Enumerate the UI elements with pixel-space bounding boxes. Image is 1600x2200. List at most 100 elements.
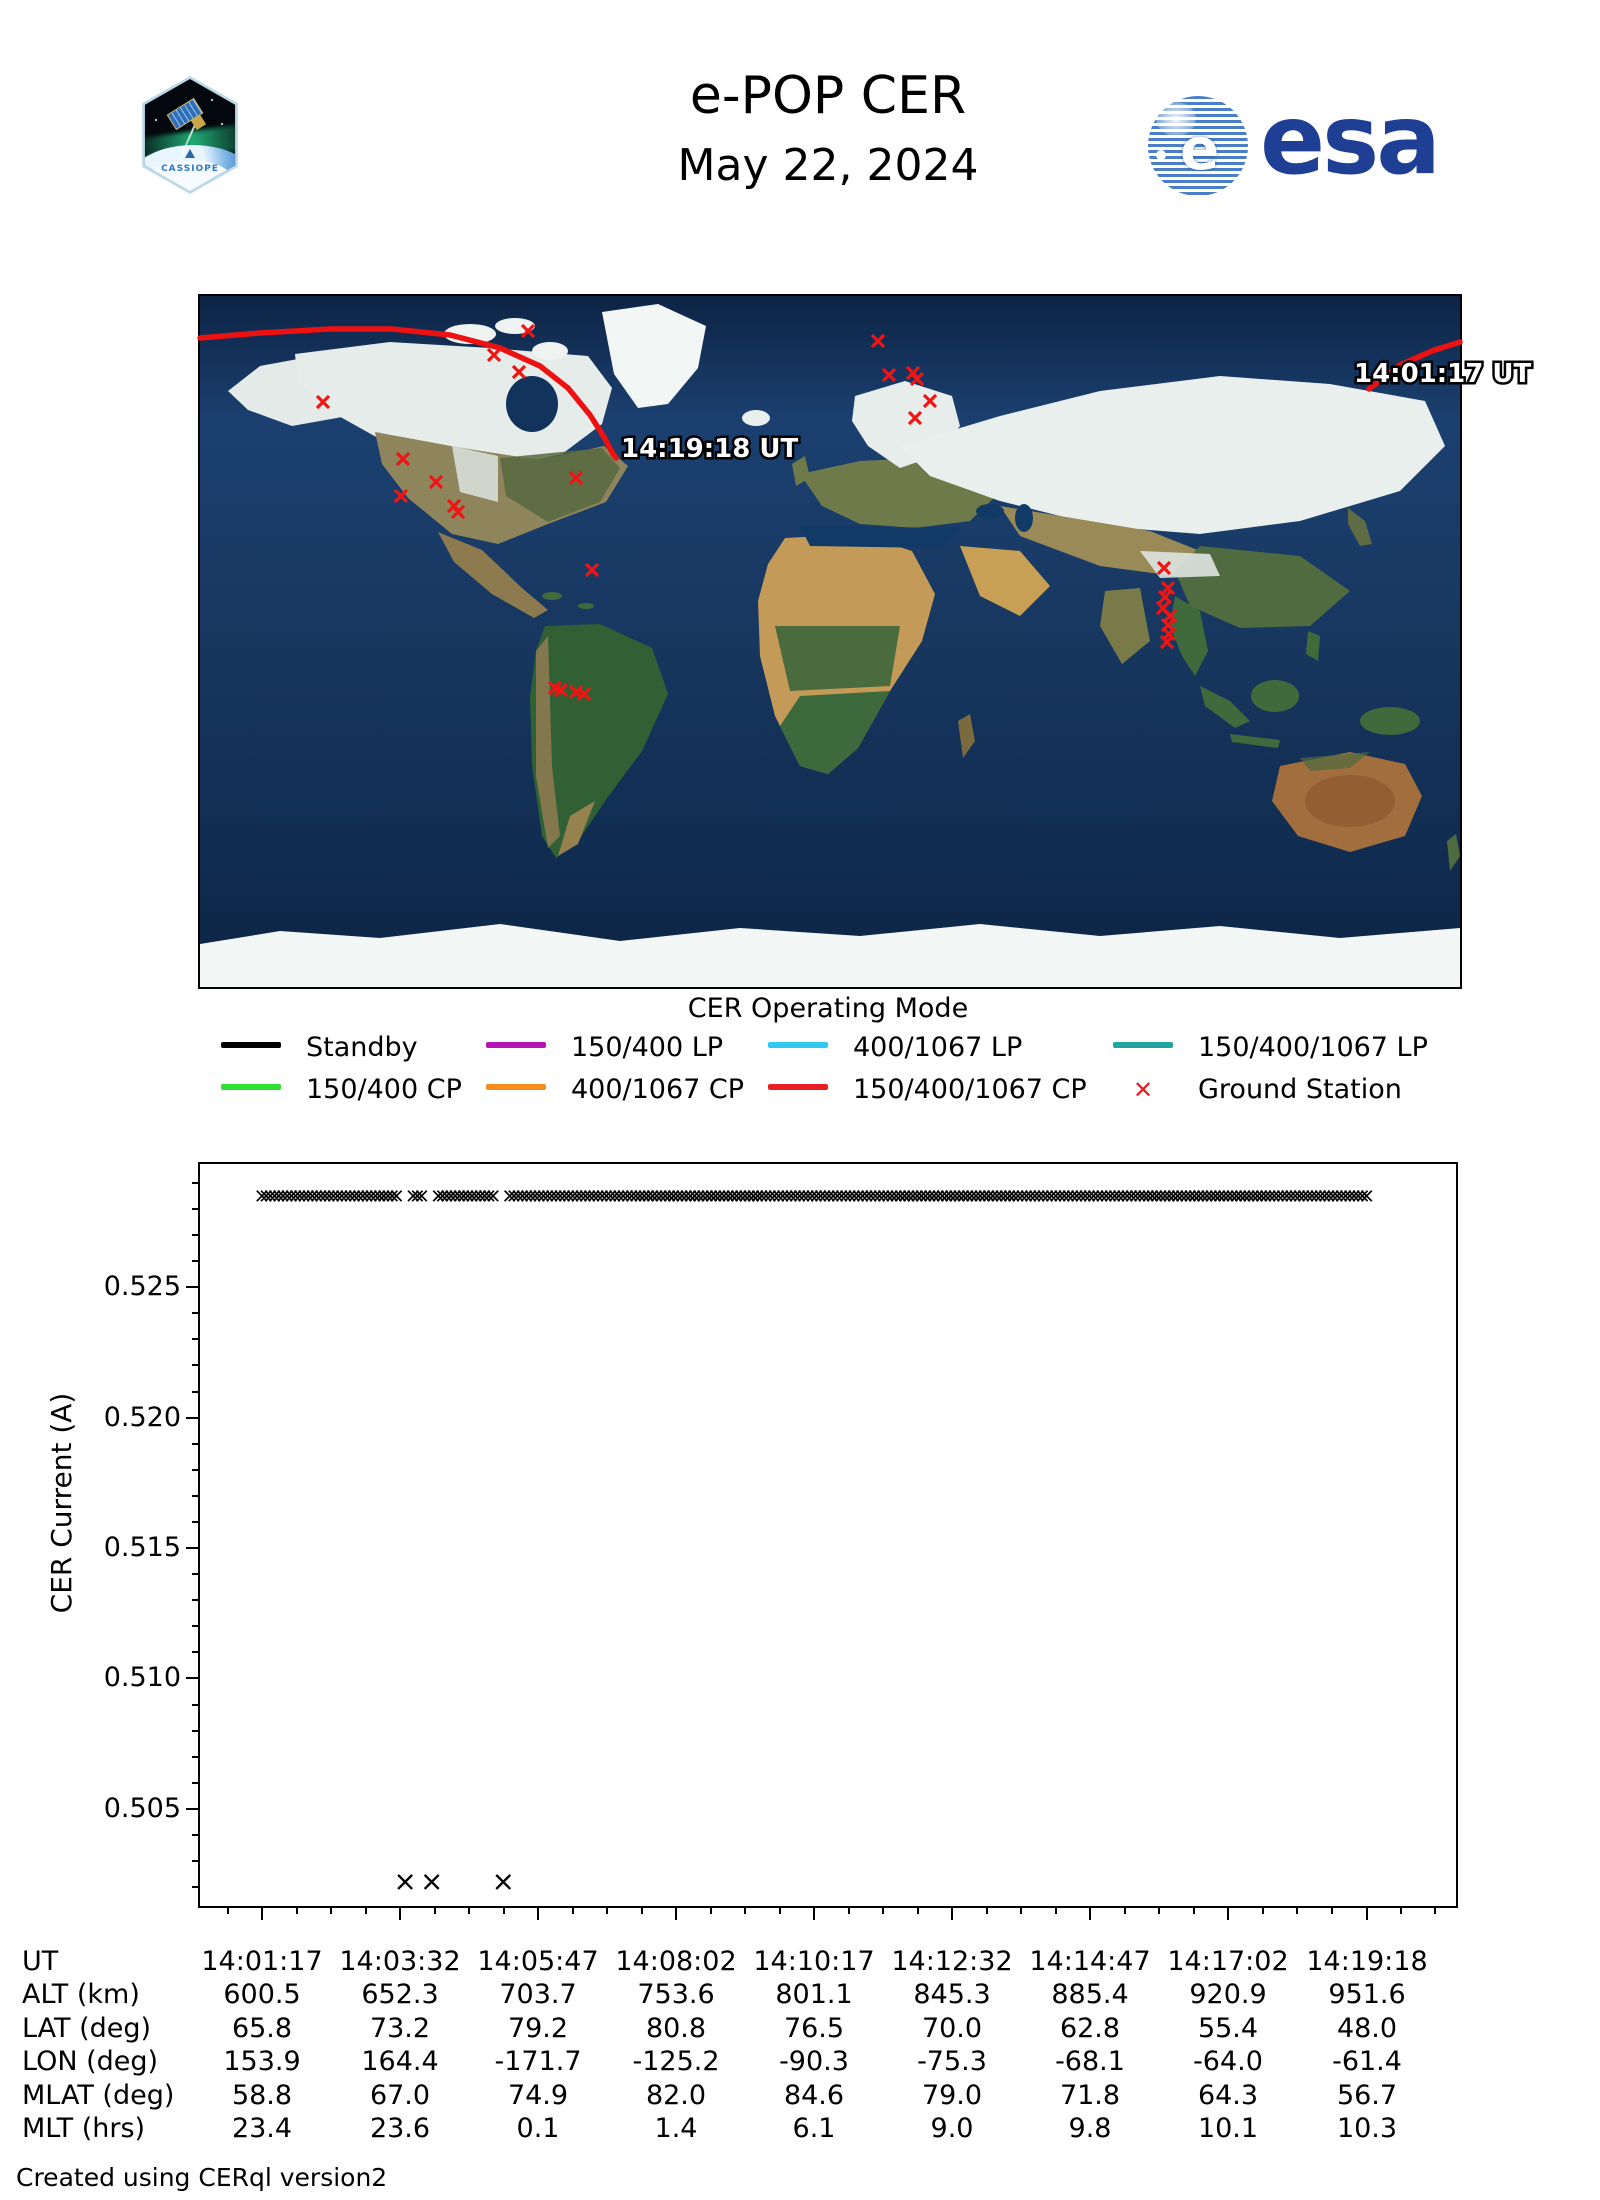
y-major-tick [186,1416,198,1419]
table-cell: 6.1 [792,2113,836,2144]
table-cell: 164.4 [361,2046,439,2078]
land-south-america [530,624,668,858]
land-new-zealand [1447,834,1460,871]
table-cell: -61.4 [1332,2046,1402,2078]
legend-title: CER Operating Mode [687,993,969,1024]
cassiope-label: CASSIOPE [161,164,219,174]
x-minor-tick [916,1908,919,1914]
legend-line-sample [221,1041,281,1048]
australia-north-green [1300,752,1370,771]
africa-south-green [780,691,890,774]
legend-label: 400/1067 CP [571,1074,745,1105]
y-minor-tick [192,1860,198,1863]
table-cell: 76.5 [783,2012,845,2044]
y-tick-label: 0.510 [103,1662,181,1694]
cer-current-dip-marker [423,1874,440,1890]
y-major-tick [186,1286,198,1289]
x-minor-tick [640,1908,643,1914]
x-minor-tick [778,1908,781,1914]
x-minor-tick [468,1908,470,1914]
x-minor-tick [882,1908,884,1914]
table-cell: 920.9 [1189,1979,1267,2011]
x-minor-tick [606,1908,608,1914]
x-minor-tick [1020,1908,1022,1914]
x-minor-tick [433,1908,436,1914]
y-minor-tick [192,1390,198,1393]
credit-note: Created using CERql version2 [16,2163,388,2192]
andes [536,636,560,848]
y-tick-label: 0.505 [103,1792,181,1824]
ground-station-marker [909,371,925,387]
y-minor-tick [192,1625,198,1628]
y-tick-label: 0.515 [103,1532,181,1564]
table-cell: 70.0 [921,2012,983,2044]
x-minor-tick [709,1908,712,1914]
table-cell: 74.9 [507,2079,569,2111]
ground-station-marker [393,488,409,504]
agency-triangle-icon [185,149,195,158]
map-label-layer: 14:19:18 UT 14:01:17 UT [619,357,1535,467]
land-china [1175,546,1350,628]
y-minor-tick [192,1833,198,1836]
table-cell: 71.8 [1059,2079,1121,2111]
ground-station-marker [553,682,569,698]
legend-line-sample [768,1083,828,1090]
legend-item-standby: Standby [221,1032,418,1064]
table-cell: 652.3 [361,1979,439,2011]
table-cell: 65.8 [231,2012,293,2044]
x-major-tick [261,1908,263,1920]
hudson-bay [506,376,558,432]
table-cell: 79.0 [921,2079,983,2111]
table-cell: 58.8 [231,2079,293,2111]
ground-station-marker [584,562,600,578]
y-minor-tick [192,1260,198,1263]
satellite-track-layer [197,326,1463,461]
x-minor-tick [1192,1908,1195,1914]
table-cell: 55.4 [1197,2012,1259,2044]
table-cell: -125.2 [632,2046,720,2078]
table-cell: 56.7 [1336,2079,1398,2111]
satellite-track [197,326,619,461]
legend-item-150-400-lp: 150/400 LP [486,1032,723,1064]
y-minor-tick [192,1494,198,1497]
star-dot [155,119,157,121]
esa-globe-dot [1156,150,1166,160]
y-minor-tick [192,1755,198,1758]
x-major-tick [537,1908,539,1920]
x-minor-tick [847,1908,850,1914]
land-java [1230,734,1280,748]
table-cell: 10.1 [1197,2113,1259,2144]
land-usa-east [500,448,620,522]
esa-globe-letter: e [1180,115,1220,183]
y-minor-tick [192,1181,198,1184]
x-minor-tick [1123,1908,1126,1914]
table-row-label: MLAT (deg) [22,2079,175,2111]
table-cell: 703.7 [499,1979,577,2011]
ground-station-marker [870,333,886,349]
y-minor-tick [192,1442,198,1445]
y-tick-label: 0.520 [103,1401,181,1433]
y-axis-title: CER Current (A) [45,1392,78,1614]
caribbean-island [542,592,562,600]
table-cell: 80.8 [645,2012,707,2044]
caspian-sea [1015,504,1033,532]
legend-item-150-400-1067-cp: 150/400/1067 CP [768,1074,1087,1106]
x-minor-tick [1158,1908,1160,1914]
legend-item-400-1067-lp: 400/1067 LP [768,1032,1022,1064]
table-cell: 0.1 [516,2113,560,2144]
ground-station-marker [881,367,897,383]
mediterranean-sea [800,526,960,548]
x-major-tick [1227,1908,1229,1920]
x-minor-tick [1434,1908,1436,1914]
table-cell: 23.4 [231,2113,293,2144]
table-row-label: ALT (km) [22,1979,140,2011]
table-cell: -75.3 [917,2046,987,2078]
ground-station-marker [1156,560,1172,576]
black-sea [976,504,1004,518]
ground-station-marker [395,451,411,467]
legend-item-400-1067-cp: 400/1067 CP [486,1074,744,1106]
land-arabia [960,546,1050,616]
table-cell: 14:19:18 [1306,1946,1428,1977]
x-minor-tick [1330,1908,1333,1914]
